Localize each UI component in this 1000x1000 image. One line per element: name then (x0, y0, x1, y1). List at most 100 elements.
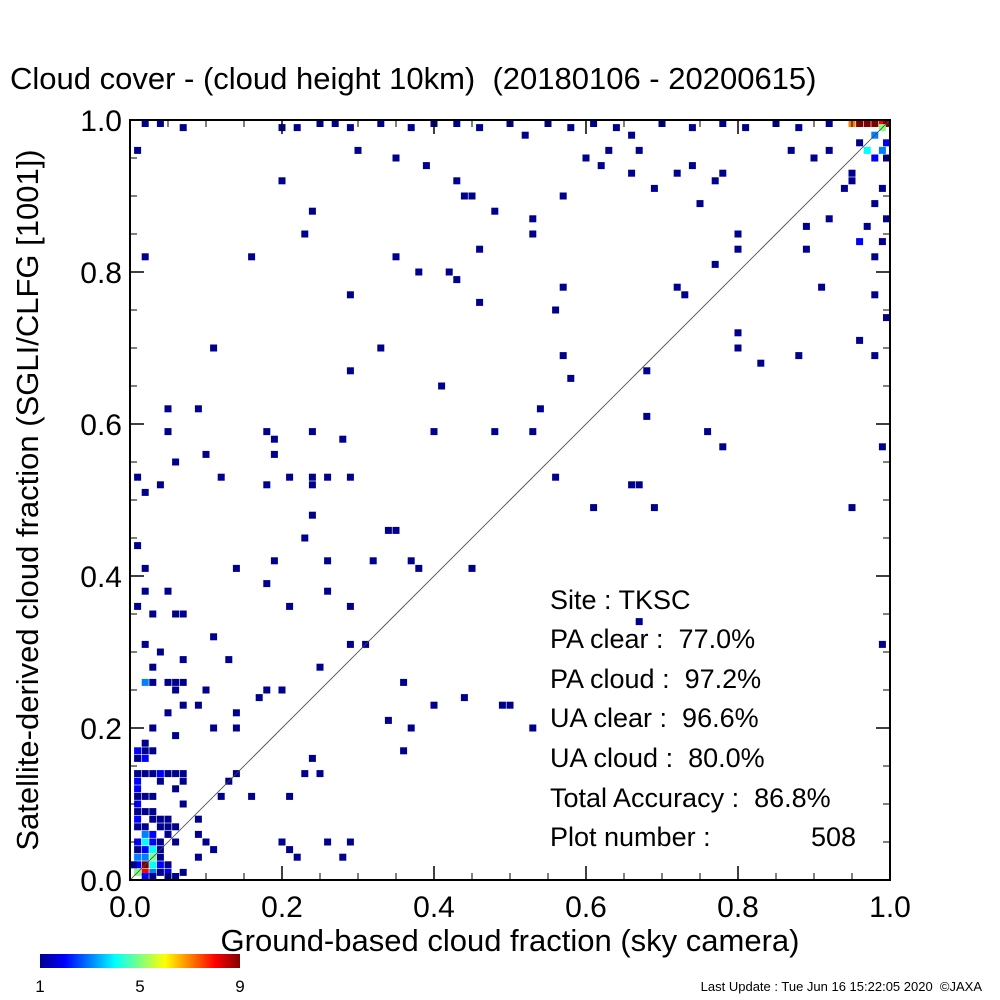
density-cell (856, 139, 864, 147)
density-cell (339, 853, 347, 861)
density-cell (810, 154, 818, 162)
density-cell (308, 511, 316, 519)
x-tick-label: 0.2 (261, 891, 303, 924)
density-cell (172, 732, 180, 740)
density-cell (825, 215, 833, 223)
density-cell (134, 853, 142, 861)
density-cell (377, 344, 385, 352)
y-axis-label: Satellite-derived cloud fraction (SGLI/C… (10, 149, 45, 850)
density-cell (270, 557, 278, 565)
density-cell (719, 169, 727, 177)
density-cell (194, 830, 202, 838)
density-cell (582, 154, 590, 162)
last-update-text: Last Update : Tue Jun 16 15:22:05 2020 ©… (701, 979, 983, 994)
density-cell (149, 610, 157, 618)
density-cell (172, 678, 180, 686)
density-cell (134, 808, 142, 816)
density-cell (392, 154, 400, 162)
density-cell (825, 120, 833, 127)
density-cell (255, 694, 263, 702)
density-cell (346, 640, 354, 648)
density-cell (346, 838, 354, 846)
density-cell (795, 352, 803, 360)
density-cell (883, 215, 890, 223)
density-cell (331, 120, 339, 127)
density-cell (134, 838, 142, 846)
density-cell (856, 336, 864, 344)
density-cell (156, 853, 164, 861)
density-cell (141, 754, 149, 762)
density-cell (324, 557, 332, 565)
density-cell (225, 656, 233, 664)
density-cell (346, 602, 354, 610)
density-cell (134, 542, 142, 550)
density-cell (871, 200, 879, 208)
density-cell (704, 428, 712, 436)
density-cell (453, 120, 461, 127)
density-cell (407, 557, 415, 565)
density-cell (688, 124, 696, 132)
density-cell (149, 873, 157, 880)
density-cell (134, 800, 142, 808)
density-cell (719, 443, 727, 451)
density-cell (179, 701, 187, 709)
density-cell (871, 291, 879, 299)
density-cell (172, 785, 180, 793)
density-cell (346, 124, 354, 132)
density-cell (719, 120, 727, 127)
density-cell (498, 701, 506, 709)
density-cell (529, 215, 537, 223)
density-cell (848, 169, 856, 177)
density-cell (210, 724, 218, 732)
density-cell (392, 526, 400, 534)
density-cell (149, 808, 157, 816)
density-cell (787, 146, 795, 154)
density-cell (643, 367, 651, 375)
density-cell (597, 162, 605, 170)
density-cell (232, 724, 240, 732)
density-cell (172, 838, 180, 846)
density-cell (156, 815, 164, 823)
density-cell (559, 192, 567, 200)
density-cell (217, 473, 225, 481)
density-cell (194, 701, 202, 709)
density-cell (210, 846, 218, 854)
density-cell (445, 268, 453, 276)
density-cell (179, 800, 187, 808)
density-cell (468, 564, 476, 572)
density-cell (293, 124, 301, 132)
density-cell (453, 177, 461, 185)
density-cell (156, 823, 164, 831)
density-cell (156, 838, 164, 846)
density-cell (179, 124, 187, 132)
density-cell (354, 146, 362, 154)
x-tick-label: 0.4 (413, 891, 455, 924)
density-cell (164, 823, 172, 831)
density-cell (134, 754, 142, 762)
density-cell (377, 120, 385, 127)
density-cell (149, 792, 157, 800)
density-cell (134, 861, 142, 869)
density-cell (149, 815, 157, 823)
density-cell (856, 120, 864, 127)
y-tick-label: 1.0 (80, 105, 122, 138)
stat-site: Site : TKSC (550, 585, 691, 615)
density-cell (248, 253, 256, 261)
colorbar-labels: 1 5 9 (35, 977, 244, 996)
density-cell (141, 823, 149, 831)
density-cell (164, 861, 172, 869)
density-cell (301, 230, 309, 238)
density-cell (384, 716, 392, 724)
density-cell (194, 853, 202, 861)
density-cell (164, 428, 172, 436)
density-cell (863, 146, 871, 154)
density-cell (650, 504, 658, 512)
stat-pa-clear: PA clear : 77.0% (550, 624, 755, 654)
x-tick-label: 0.8 (717, 891, 759, 924)
accuracy-stats: Site : TKSC PA clear : 77.0% PA cloud : … (550, 585, 856, 852)
density-cell (673, 169, 681, 177)
density-cell (210, 633, 218, 641)
colorbar-label: 1 (35, 977, 44, 996)
density-cell (552, 473, 560, 481)
